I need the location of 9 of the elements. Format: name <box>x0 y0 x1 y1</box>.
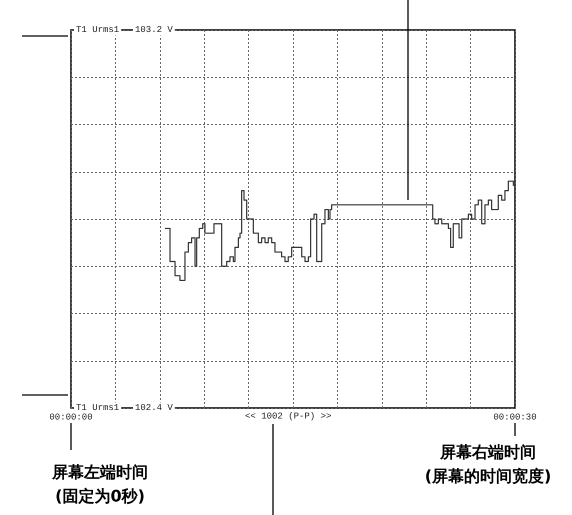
x-tick-label: 00:00:00 <box>49 412 93 422</box>
text: 屏幕右端时间 (屏幕的时间宽度) <box>424 442 552 486</box>
y-tick-label: 102.4 V <box>135 403 174 413</box>
y-tick-label: 103.2 V <box>135 25 174 35</box>
y-axis-title: T1 Urms1 <box>76 25 120 35</box>
text: 屏幕左端时间 (固定为0秒) <box>51 462 148 506</box>
text: << 1002 (P-P) >> <box>245 412 332 422</box>
text: T1 Urms1 <box>76 403 120 413</box>
x-tick-label: 00:00:30 <box>493 412 537 422</box>
